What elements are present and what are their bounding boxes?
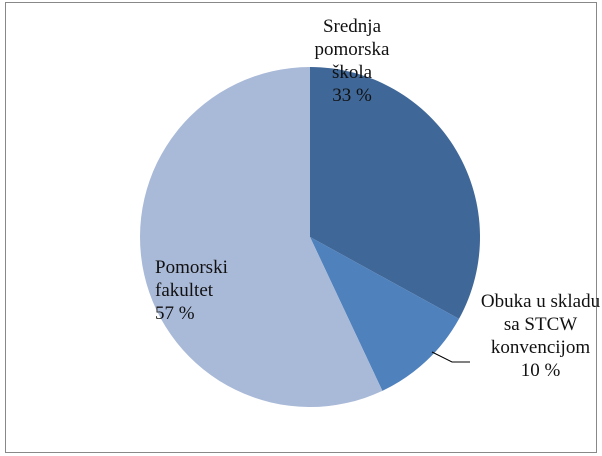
pie-slice [310,237,459,391]
frame [5,2,597,453]
category-label: Srednja pomorska škola [314,16,390,83]
slice-label: Obuka u skladu sa STCW konvencijom 10 % [473,290,602,382]
category-label: Pomorski fakultet [155,257,228,301]
pie-slice [310,67,481,319]
value-label: 33 % [332,85,372,106]
pie-slice [140,67,383,407]
slice-label: Srednja pomorska škola 33 % [300,15,404,107]
value-label: 57 % [155,303,195,324]
value-label: 10 % [520,360,561,381]
leader-line [431,351,470,363]
slice-label: Pomorski fakultet 57 % [155,256,255,325]
category-label: Obuka u skladu sa STCW konvencijom [480,291,601,358]
pie [140,67,481,407]
